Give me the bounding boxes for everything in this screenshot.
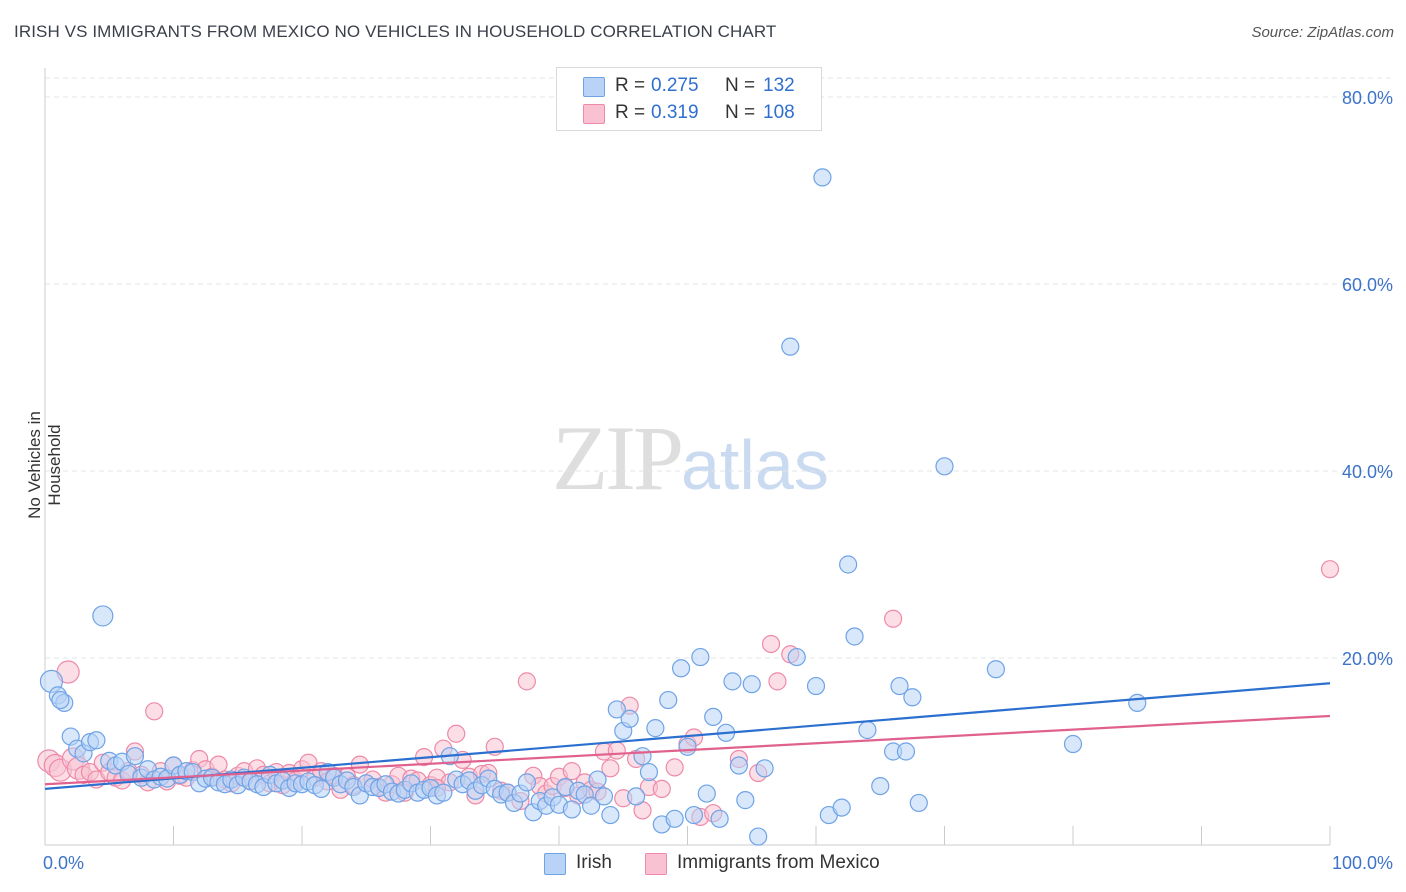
irish-point [620, 709, 639, 728]
irish-point [125, 747, 145, 766]
irish-point [813, 168, 832, 187]
y-axis-label: No Vehicles in Household [25, 411, 64, 519]
irish-point [781, 337, 800, 356]
legend-n-label: N = [725, 75, 756, 96]
irish-point [832, 798, 851, 817]
irish-point [601, 805, 620, 825]
mexico-point [1320, 560, 1340, 579]
irish-point [659, 690, 678, 710]
legend-n-value: 132 [763, 75, 795, 96]
irish-point [890, 676, 909, 696]
irish-point [755, 759, 774, 778]
irish-point [742, 675, 761, 694]
irish-point [935, 457, 954, 476]
irish-point [312, 779, 331, 799]
irish-point [986, 660, 1006, 679]
legend-r-label: R = [615, 102, 646, 123]
legend-swatch-mexico [583, 104, 605, 124]
legend-n-value: 108 [763, 102, 795, 123]
irish-point [434, 783, 453, 802]
watermark-atlas: atlas [681, 426, 829, 504]
y-tick-label: 20.0% [1342, 649, 1393, 669]
mexico-point [761, 634, 781, 654]
irish-point [1063, 734, 1083, 754]
mexico-point [562, 762, 581, 781]
y-tick-label: 60.0% [1342, 275, 1393, 295]
legend-r-label: R = [615, 75, 646, 96]
x-tick-label: 0.0% [43, 853, 84, 873]
bottom-legend-label-irish: Irish [576, 852, 612, 873]
legend-n-label: N = [725, 102, 756, 123]
irish-point [723, 672, 742, 691]
correlation-legend: R = 0.275 N = 132 R = 0.319 N = 108 [556, 67, 822, 131]
legend-r-value: 0.319 [651, 102, 699, 123]
irish-point [710, 809, 729, 828]
irish-point [671, 659, 691, 678]
x-tick-label: 100.0% [1332, 853, 1393, 873]
mexico-point [652, 779, 671, 799]
source-label: Source: ZipAtlas.com [1251, 24, 1394, 41]
irish-point [691, 647, 710, 667]
irish-point [51, 690, 70, 710]
irish-point [594, 787, 614, 806]
irish-point [517, 773, 536, 792]
irish-point [646, 719, 665, 738]
irish-point [903, 688, 922, 707]
irish-point [749, 827, 768, 846]
irish-point [909, 793, 928, 813]
bottom-legend-label-mexico: Immigrants from Mexico [677, 852, 880, 873]
chart-title: IRISH VS IMMIGRANTS FROM MEXICO NO VEHIC… [14, 22, 777, 41]
irish-point [607, 700, 626, 719]
legend-r-value: 0.275 [651, 75, 699, 96]
irish-trend-line [44, 682, 1331, 790]
irish-point [87, 731, 106, 750]
y-tick-label: 40.0% [1342, 462, 1393, 482]
irish-point [896, 742, 916, 761]
irish-point [639, 762, 659, 782]
irish-point [582, 796, 601, 815]
irish-point [697, 784, 716, 803]
bottom-legend-swatch-irish [544, 853, 566, 875]
mexico-point [447, 724, 466, 743]
irish-point [704, 707, 723, 727]
irish-point [588, 770, 607, 789]
irish-point [839, 555, 858, 574]
irish-point [626, 787, 646, 806]
mexico-point [665, 758, 684, 777]
legend-swatch-irish [583, 77, 605, 97]
mexico-point [768, 672, 787, 691]
y-tick-label: 80.0% [1342, 88, 1393, 108]
irish-point [562, 800, 581, 819]
mexico-point [883, 609, 903, 628]
irish-point [787, 647, 806, 667]
mexico-point [517, 672, 536, 691]
irish-point [729, 756, 749, 775]
irish-point [858, 720, 877, 740]
irish-point [92, 605, 114, 627]
irish-point [871, 776, 890, 796]
mexico-point [601, 759, 620, 778]
irish-point [665, 809, 684, 828]
irish-point [633, 747, 652, 766]
irish-point [678, 737, 697, 756]
irish-point [806, 676, 826, 696]
irish-point [736, 791, 755, 810]
mexico-point [607, 741, 626, 760]
watermark: ZIPatlas [552, 405, 829, 511]
mexico-point [145, 702, 164, 721]
watermark-zip: ZIP [552, 407, 684, 509]
irish-point [1128, 693, 1147, 712]
irish-point [684, 805, 704, 825]
bottom-legend-swatch-mexico [645, 853, 667, 875]
mexico-trend-line [44, 714, 1331, 786]
irish-point [845, 627, 864, 646]
